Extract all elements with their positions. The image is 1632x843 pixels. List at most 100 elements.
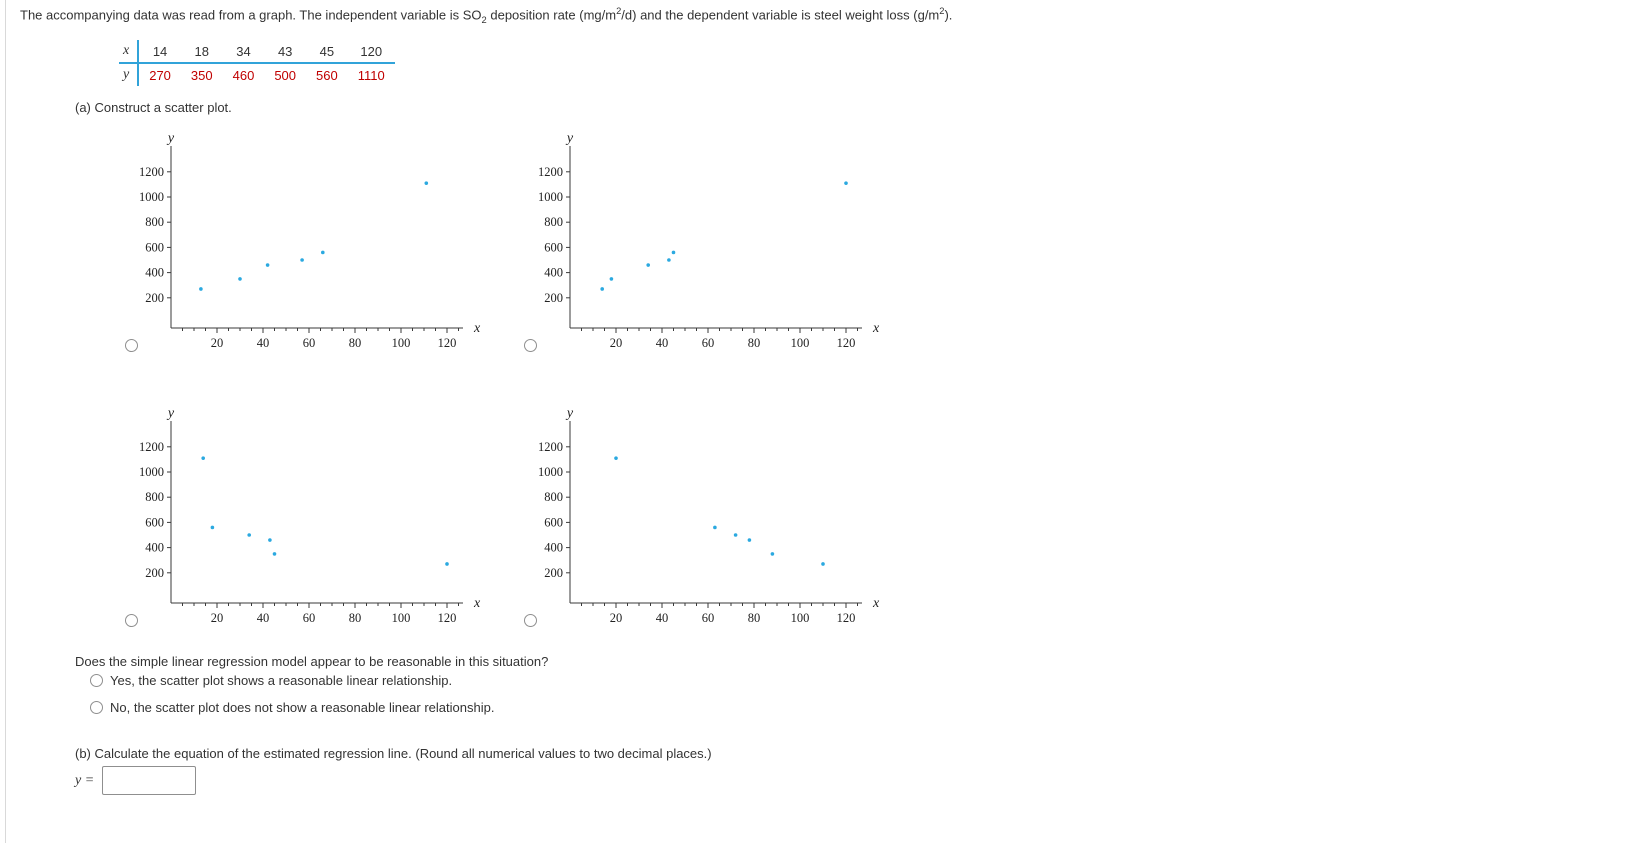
x-row: x 14 18 34 43 45 120 xyxy=(119,40,395,64)
x-value-cell: 43 xyxy=(264,40,307,64)
svg-text:x: x xyxy=(473,321,481,336)
svg-text:600: 600 xyxy=(544,240,563,254)
svg-text:200: 200 xyxy=(544,291,563,305)
mg-m2-superscript: 2 xyxy=(616,6,622,16)
svg-text:120: 120 xyxy=(438,611,457,625)
svg-text:1200: 1200 xyxy=(139,165,164,179)
x-value-cell: 18 xyxy=(180,40,223,64)
svg-text:40: 40 xyxy=(257,336,270,350)
svg-text:20: 20 xyxy=(211,336,224,350)
svg-text:1200: 1200 xyxy=(139,440,164,454)
problem-statement-text: deposition rate (mg/m xyxy=(486,7,617,23)
svg-text:60: 60 xyxy=(303,336,316,350)
svg-text:200: 200 xyxy=(145,291,164,305)
scatter-option-4-radio[interactable] xyxy=(524,614,537,627)
svg-text:400: 400 xyxy=(145,266,164,280)
svg-text:y: y xyxy=(565,132,574,146)
so2-subscript: 2 xyxy=(481,14,487,25)
svg-text:y: y xyxy=(565,407,574,421)
svg-text:1000: 1000 xyxy=(538,465,563,479)
svg-text:y: y xyxy=(166,132,175,146)
y-value-cell: 270 xyxy=(149,67,171,83)
option-no-row: No, the scatter plot does not show a rea… xyxy=(90,700,494,715)
y-value-cell: 560 xyxy=(316,67,338,83)
x-value-cell: 14 xyxy=(138,40,181,64)
svg-text:20: 20 xyxy=(211,611,224,625)
option-yes-row: Yes, the scatter plot shows a reasonable… xyxy=(90,673,452,688)
x-value-cell: 34 xyxy=(222,40,265,64)
svg-text:120: 120 xyxy=(837,611,856,625)
svg-text:100: 100 xyxy=(392,611,411,625)
scatter-option-3: y x 200 400 600 800 1000 1200 20 40 60 80 100 120 xyxy=(105,400,505,680)
svg-text:600: 600 xyxy=(145,240,164,254)
svg-text:200: 200 xyxy=(145,566,164,580)
scatter-plot-2: y x 200 400 600 800 1000 1200 20 40 60 80 100 120 xyxy=(515,131,895,356)
y-value-cell: 500 xyxy=(274,67,297,83)
svg-text:y: y xyxy=(166,407,175,421)
svg-text:1200: 1200 xyxy=(538,165,563,179)
svg-text:80: 80 xyxy=(349,336,362,350)
option-no-label: No, the scatter plot does not show a rea… xyxy=(110,700,495,715)
svg-text:80: 80 xyxy=(748,611,761,625)
svg-text:100: 100 xyxy=(791,611,810,625)
scatter-plot-4: y x 200 400 600 800 1000 1200 20 40 60 80 100 120 xyxy=(515,406,895,631)
x-row-label: x xyxy=(119,40,140,64)
svg-text:800: 800 xyxy=(544,490,563,504)
option-yes-radio[interactable] xyxy=(90,674,103,687)
svg-text:80: 80 xyxy=(349,611,362,625)
regression-equation-input[interactable] xyxy=(102,766,197,795)
svg-text:80: 80 xyxy=(748,336,761,350)
scatter-option-2-radio[interactable] xyxy=(524,339,537,352)
problem-statement-text: ). xyxy=(944,7,953,23)
svg-text:40: 40 xyxy=(656,611,669,625)
x-value-cell: 120 xyxy=(347,40,395,64)
svg-text:60: 60 xyxy=(702,611,715,625)
y-row: y 270 350 460 500 560 1110 xyxy=(119,63,395,86)
option-no-radio[interactable] xyxy=(90,701,103,714)
svg-text:x: x xyxy=(872,321,880,336)
svg-text:x: x xyxy=(473,596,481,611)
svg-text:100: 100 xyxy=(791,336,810,350)
svg-text:1000: 1000 xyxy=(538,190,563,204)
scatter-option-4: y x 200 400 600 800 1000 1200 20 40 60 80 100 120 xyxy=(504,400,904,680)
svg-text:20: 20 xyxy=(610,611,623,625)
svg-text:120: 120 xyxy=(438,336,457,350)
svg-text:40: 40 xyxy=(257,611,270,625)
svg-text:400: 400 xyxy=(544,266,563,280)
scatter-option-3-radio[interactable] xyxy=(125,614,138,627)
svg-text:200: 200 xyxy=(544,566,563,580)
svg-text:400: 400 xyxy=(145,541,164,555)
svg-text:1000: 1000 xyxy=(139,190,164,204)
option-yes-label: Yes, the scatter plot shows a reasonable… xyxy=(110,673,453,688)
svg-text:x: x xyxy=(872,596,880,611)
g-m2-superscript: 2 xyxy=(939,6,945,16)
scatter-option-1-radio[interactable] xyxy=(125,339,138,352)
problem-statement: The accompanying data was read from a gr… xyxy=(20,6,952,25)
scatter-plot-1: y x 200 400 600 800 1000 1200 20 40 60 80 100 120 xyxy=(116,131,496,356)
svg-text:600: 600 xyxy=(544,515,563,529)
y-row-label: y xyxy=(119,63,140,86)
svg-text:1200: 1200 xyxy=(538,440,563,454)
x-value-cell: 45 xyxy=(306,40,348,64)
svg-text:800: 800 xyxy=(544,215,563,229)
regression-question: Does the simple linear regression model … xyxy=(75,654,549,669)
y-value-cell: 1110 xyxy=(357,67,385,83)
page-left-border xyxy=(5,0,6,843)
part-b-label: (b) Calculate the equation of the estima… xyxy=(75,746,712,761)
svg-text:400: 400 xyxy=(544,541,563,555)
svg-text:100: 100 xyxy=(392,336,411,350)
equation-row: y = xyxy=(75,766,197,795)
problem-statement-text: The accompanying data was read from a gr… xyxy=(20,7,482,23)
svg-text:20: 20 xyxy=(610,336,623,350)
svg-text:120: 120 xyxy=(837,336,856,350)
equation-y-equals: y = xyxy=(75,772,95,788)
svg-text:800: 800 xyxy=(145,490,164,504)
part-a-label: (a) Construct a scatter plot. xyxy=(75,100,232,115)
problem-statement-text: /d) and the dependent variable is steel … xyxy=(621,7,940,23)
scatter-option-1: y x 200 400 600 800 1000 1200 20 40 60 80 100 120 xyxy=(105,125,505,405)
svg-text:60: 60 xyxy=(303,611,316,625)
svg-text:1000: 1000 xyxy=(139,465,164,479)
scatter-plot-3: y x 200 400 600 800 1000 1200 20 40 60 80 100 120 xyxy=(116,406,496,631)
svg-text:60: 60 xyxy=(702,336,715,350)
